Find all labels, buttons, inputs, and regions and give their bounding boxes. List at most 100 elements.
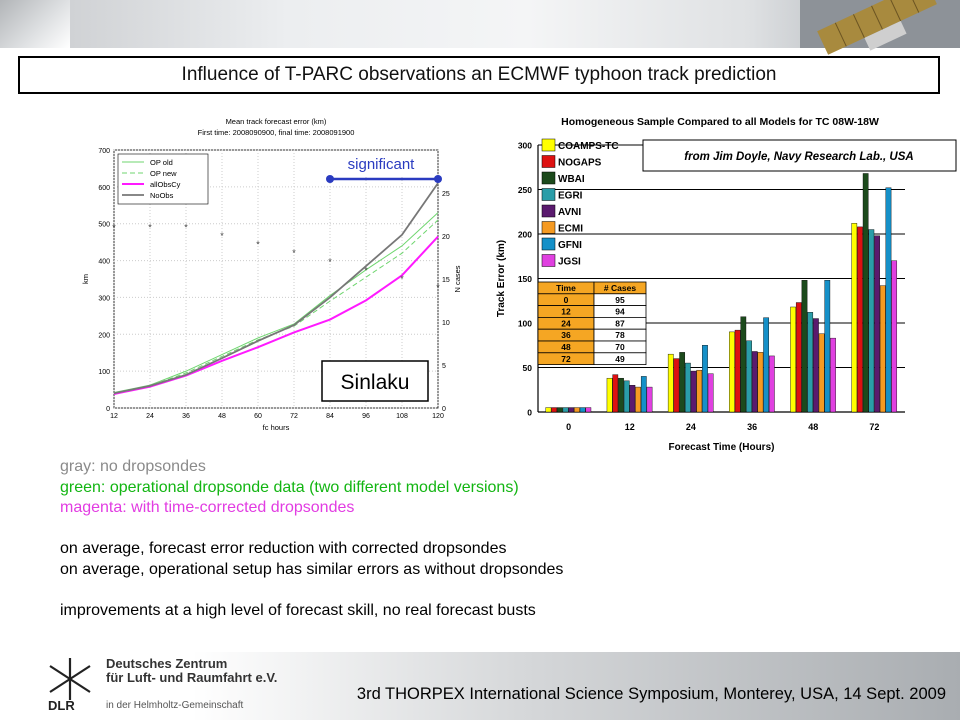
dlr-line-1: Deutsches Zentrum [106, 656, 228, 671]
significance-endpoint [434, 175, 442, 183]
legend-label: NOGAPS [558, 158, 602, 169]
table-cell-text: 49 [615, 354, 625, 364]
note-line: on average, forecast error reduction wit… [60, 540, 507, 557]
bar [568, 407, 575, 413]
legend-swatch [541, 188, 556, 201]
storm-label-box [321, 360, 429, 402]
x-tick-label: 48 [218, 413, 226, 420]
x-tick-label: 120 [432, 413, 444, 420]
table-cell-text: # Cases [604, 283, 636, 293]
bar [824, 280, 831, 413]
y-tick-label: 100 [518, 319, 532, 329]
note-line [60, 519, 563, 540]
bar [868, 229, 875, 413]
page-title: Influence of T-PARC observations an ECMW… [18, 56, 940, 94]
y-tick-label: 0 [527, 408, 532, 418]
x-tick-label: 72 [869, 422, 879, 432]
table-cell [593, 352, 647, 365]
bar [818, 333, 825, 413]
note-line: gray: no dropsondes [60, 458, 206, 475]
bar [574, 407, 580, 413]
y-tick-label: 300 [98, 295, 110, 302]
source-note: from Jim Doyle, Navy Research Lab., USA [684, 151, 913, 163]
bar [790, 306, 796, 413]
legend-label: NoObs [150, 191, 174, 200]
bar [813, 318, 819, 413]
bar [612, 374, 619, 413]
y-tick-label: 400 [98, 259, 110, 266]
legend-label: allObsCy [150, 180, 181, 189]
x-axis-label: Forecast Time (Hours) [669, 442, 775, 453]
chart-subtitle: First time: 2008090900, final time: 2008… [198, 128, 355, 137]
notes-block: gray: no dropsondes green: operational dr… [60, 457, 563, 621]
bar [606, 377, 613, 413]
bar [646, 386, 653, 413]
ncases-marker: * [364, 265, 368, 275]
bar [746, 340, 752, 413]
satellite-right-image [800, 0, 960, 55]
bar [729, 331, 735, 413]
x-tick-label: 60 [254, 413, 262, 420]
header-banner [0, 0, 960, 55]
bar [807, 312, 814, 413]
bar [640, 376, 647, 413]
bar [801, 280, 808, 413]
table-cell-text: 0 [564, 295, 569, 305]
bar [579, 407, 586, 413]
bar [551, 407, 557, 413]
y-tick-label: 0 [106, 406, 110, 413]
bar [795, 302, 802, 413]
bar [763, 317, 769, 413]
ncases-marker: * [220, 231, 224, 241]
table-cell-text: 94 [615, 307, 625, 317]
legend-label: OP new [150, 169, 177, 178]
dlr-line-2: für Luft- und Raumfahrt e.V. [106, 670, 278, 685]
ncases-marker: * [328, 257, 332, 267]
ncases-marker: * [112, 222, 116, 232]
note-line: magenta: with time-corrected dropsondes [60, 499, 355, 516]
note-line [60, 580, 563, 601]
x-tick-label: 96 [362, 413, 370, 420]
y-axis-label: Track Error (km) [496, 240, 507, 317]
y-tick-label: 200 [98, 332, 110, 339]
y-tick-label: 100 [98, 369, 110, 376]
legend-label: GFNI [558, 240, 582, 251]
dlr-organization-name: Deutsches Zentrum für Luft- und Raumfahr… [106, 657, 277, 685]
series-line [113, 182, 439, 395]
y-tick-label: 150 [518, 274, 532, 284]
significance-label: significant [348, 156, 416, 173]
y2-tick-label: 0 [442, 406, 446, 413]
footer-text: 3rd THORPEX International Science Sympos… [356, 685, 946, 703]
x-tick-label: 24 [146, 413, 154, 420]
bar [585, 407, 592, 413]
bar [702, 345, 708, 413]
bar-chart-title: Homogeneous Sample Compared to all Model… [561, 116, 879, 128]
legend-label: COAMPS-TC [558, 141, 619, 152]
bar [862, 173, 869, 413]
x-tick-label: 108 [396, 413, 408, 420]
ncases-marker: * [436, 283, 440, 293]
legend-swatch [541, 171, 556, 185]
x-tick-label: 84 [326, 413, 334, 420]
y-axis-label: km [81, 274, 90, 284]
legend-label: JGSI [558, 257, 581, 268]
x-tick-label: 0 [566, 422, 571, 432]
table-cell-text: 48 [561, 342, 571, 352]
bar [757, 352, 764, 413]
legend-swatch [541, 237, 556, 251]
bar [851, 223, 858, 413]
bar [673, 358, 680, 413]
x-tick-label: 36 [747, 422, 757, 432]
x-tick-label: 36 [182, 413, 190, 420]
table-cell-text: 12 [561, 307, 571, 317]
legend-label: EGRI [558, 191, 583, 202]
y2-tick-label: 10 [442, 320, 450, 327]
solar-panel-icon [817, 0, 937, 55]
bar [545, 407, 552, 413]
y2-tick-label: 20 [442, 234, 450, 241]
legend-label: ECMI [558, 224, 583, 235]
x-axis-label: fc hours [263, 423, 290, 432]
bar [562, 407, 569, 413]
legend-label: WBAI [558, 174, 585, 185]
